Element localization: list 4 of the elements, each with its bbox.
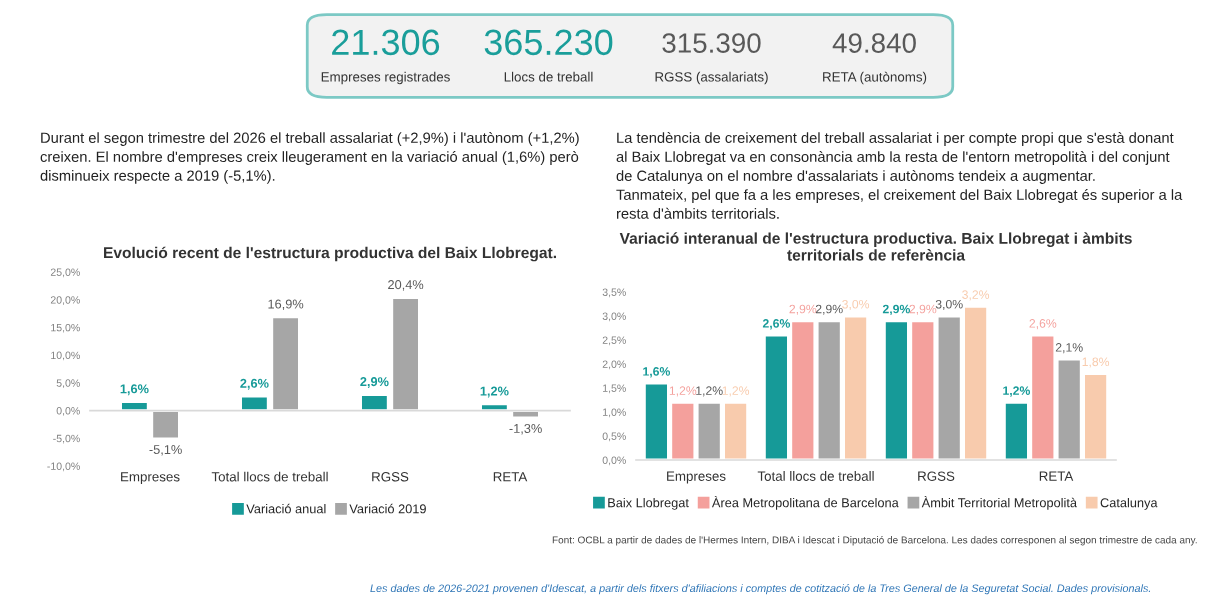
text: 365.230 [484,29,613,56]
text: 315.390 [662,33,761,53]
text: 21.306 [332,29,440,56]
text: 49.840 [832,33,916,53]
